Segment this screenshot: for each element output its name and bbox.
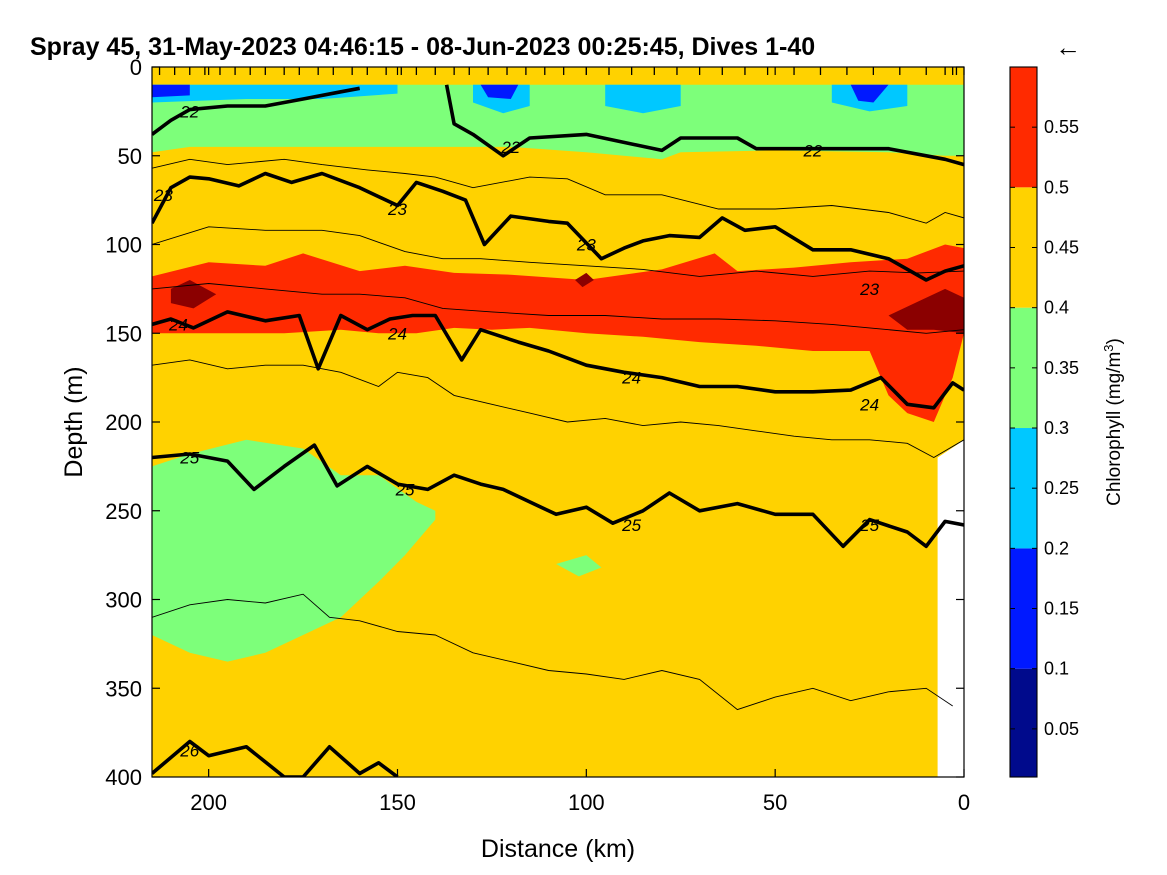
colorbar-band	[1010, 668, 1037, 777]
colorbar-tick-label: 0.05	[1044, 719, 1079, 739]
contour-label-22: 22	[179, 102, 199, 121]
x-axis: 200 150 100 50 0	[190, 67, 970, 815]
thin-contour-1	[152, 226, 964, 277]
contour-label-25: 25	[179, 449, 199, 468]
colorbar-tick-label: 0.5	[1044, 177, 1069, 197]
contour-label-23: 23	[153, 186, 173, 205]
y-tick-label: 350	[105, 676, 142, 701]
fill-chlorophyll-max-dark-2	[575, 272, 594, 288]
plot-background	[152, 67, 964, 777]
y-axis-label: Depth (m)	[60, 366, 88, 477]
colorbar-label-text: Chlorophyll (mg/m	[1104, 352, 1125, 506]
thin-contour-0	[152, 158, 964, 224]
y-tick-label: 0	[130, 55, 142, 80]
contour-label-22: 22	[500, 138, 520, 157]
fill-surface-blue-patches-3	[605, 84, 681, 114]
contour-label-25: 25	[859, 516, 879, 535]
contour-label-24: 24	[859, 395, 879, 414]
fill-surface-deepblue-2	[480, 84, 519, 99]
fill-surface-green-layer	[152, 84, 964, 160]
plot-area: 22 22 22 23 23 23 23 24 24 24 24 25 25 25 25 26	[151, 66, 965, 778]
contour-label-23: 23	[859, 280, 879, 299]
y-tick-label: 200	[105, 410, 142, 435]
chlorophyll-fills	[152, 84, 964, 777]
x-tick-label: 0	[958, 790, 970, 815]
y-tick-label: 100	[105, 233, 142, 258]
x-tick-label: 100	[568, 790, 605, 815]
y-axis: 0 50 100 150 200 250 300 350 400	[105, 55, 964, 790]
colorbar-label-sup: 3	[1101, 344, 1116, 351]
y-tick-label: 300	[105, 588, 142, 613]
contour-label-26: 26	[179, 741, 199, 760]
density-contour-23	[152, 171, 964, 282]
contour-label-25: 25	[395, 480, 415, 499]
colorbar-tick-label: 0.15	[1044, 599, 1079, 619]
fill-chlorophyll-max-dark-3	[888, 288, 964, 334]
density-contour-24	[152, 310, 964, 410]
fill-bottom-blank	[937, 439, 964, 777]
thin-contours	[152, 158, 964, 711]
colorbar-tick-label: 0.45	[1044, 238, 1079, 258]
colorbar-label: Chlorophyll (mg/m3)	[1101, 338, 1126, 506]
contour-label-23: 23	[387, 200, 407, 219]
contour-label-24: 24	[387, 324, 407, 343]
colorbar-tick-label: 0.1	[1044, 659, 1069, 679]
colorbar-frame	[1009, 66, 1038, 778]
contour-label-25: 25	[621, 516, 641, 535]
colorbar-tick-label: 0.25	[1044, 478, 1079, 498]
fill-chlorophyll-max-dark-1	[170, 280, 217, 309]
density-contour-22	[152, 86, 361, 136]
y-tick-label: 50	[118, 144, 142, 169]
fill-chlorophyll-max-red	[152, 244, 964, 422]
x-tick-label: 50	[763, 790, 787, 815]
contour-label-23: 23	[576, 236, 596, 255]
colorbar-tick-label: 0.2	[1044, 538, 1069, 558]
density-contour-22	[444, 84, 964, 167]
chart-title: Spray 45, 31-May-2023 04:46:15 - 08-Jun-…	[30, 33, 815, 61]
x-tick-label: 150	[379, 790, 416, 815]
fill-deep-green-spot	[556, 555, 602, 577]
contour-label-22: 22	[802, 141, 822, 160]
contour-label-24: 24	[168, 315, 188, 334]
fill-deep-green-layer	[152, 439, 436, 662]
x-axis-label: Distance (km)	[481, 835, 635, 863]
fill-surface-deepblue-3	[850, 84, 889, 103]
colorbar-label-close: )	[1104, 338, 1125, 344]
thin-contour-4	[152, 593, 953, 711]
fill-surface-deepblue	[152, 84, 190, 98]
y-tick-label: 400	[105, 765, 142, 790]
contour-label-24: 24	[621, 369, 641, 388]
colorbar: 0.05 0.1 0.15 0.2 0.25 0.3 0.35 0.4 0.45 0.5 0.55	[1009, 66, 1079, 778]
colorbar-tick-label: 0.4	[1044, 298, 1069, 318]
colorbar-tick-label: 0.55	[1044, 117, 1079, 137]
density-contours	[152, 84, 964, 777]
x-tick-label: 200	[190, 790, 227, 815]
y-tick-label: 250	[105, 499, 142, 524]
contour-labels: 22 22 22 23 23 23 23 24 24 24 24 25 25 25 25 26	[153, 102, 880, 760]
thin-contour-2	[152, 283, 964, 334]
title-arrow: ←	[1055, 32, 1081, 62]
thin-contour-3	[152, 359, 964, 459]
colorbar-tick-label: 0.3	[1044, 418, 1069, 438]
density-contour-26	[152, 739, 399, 777]
y-tick-label: 150	[105, 321, 142, 346]
colorbar-tick-label: 0.35	[1044, 358, 1079, 378]
density-contour-25	[152, 443, 964, 549]
fill-surface-blue-patches	[152, 84, 398, 103]
